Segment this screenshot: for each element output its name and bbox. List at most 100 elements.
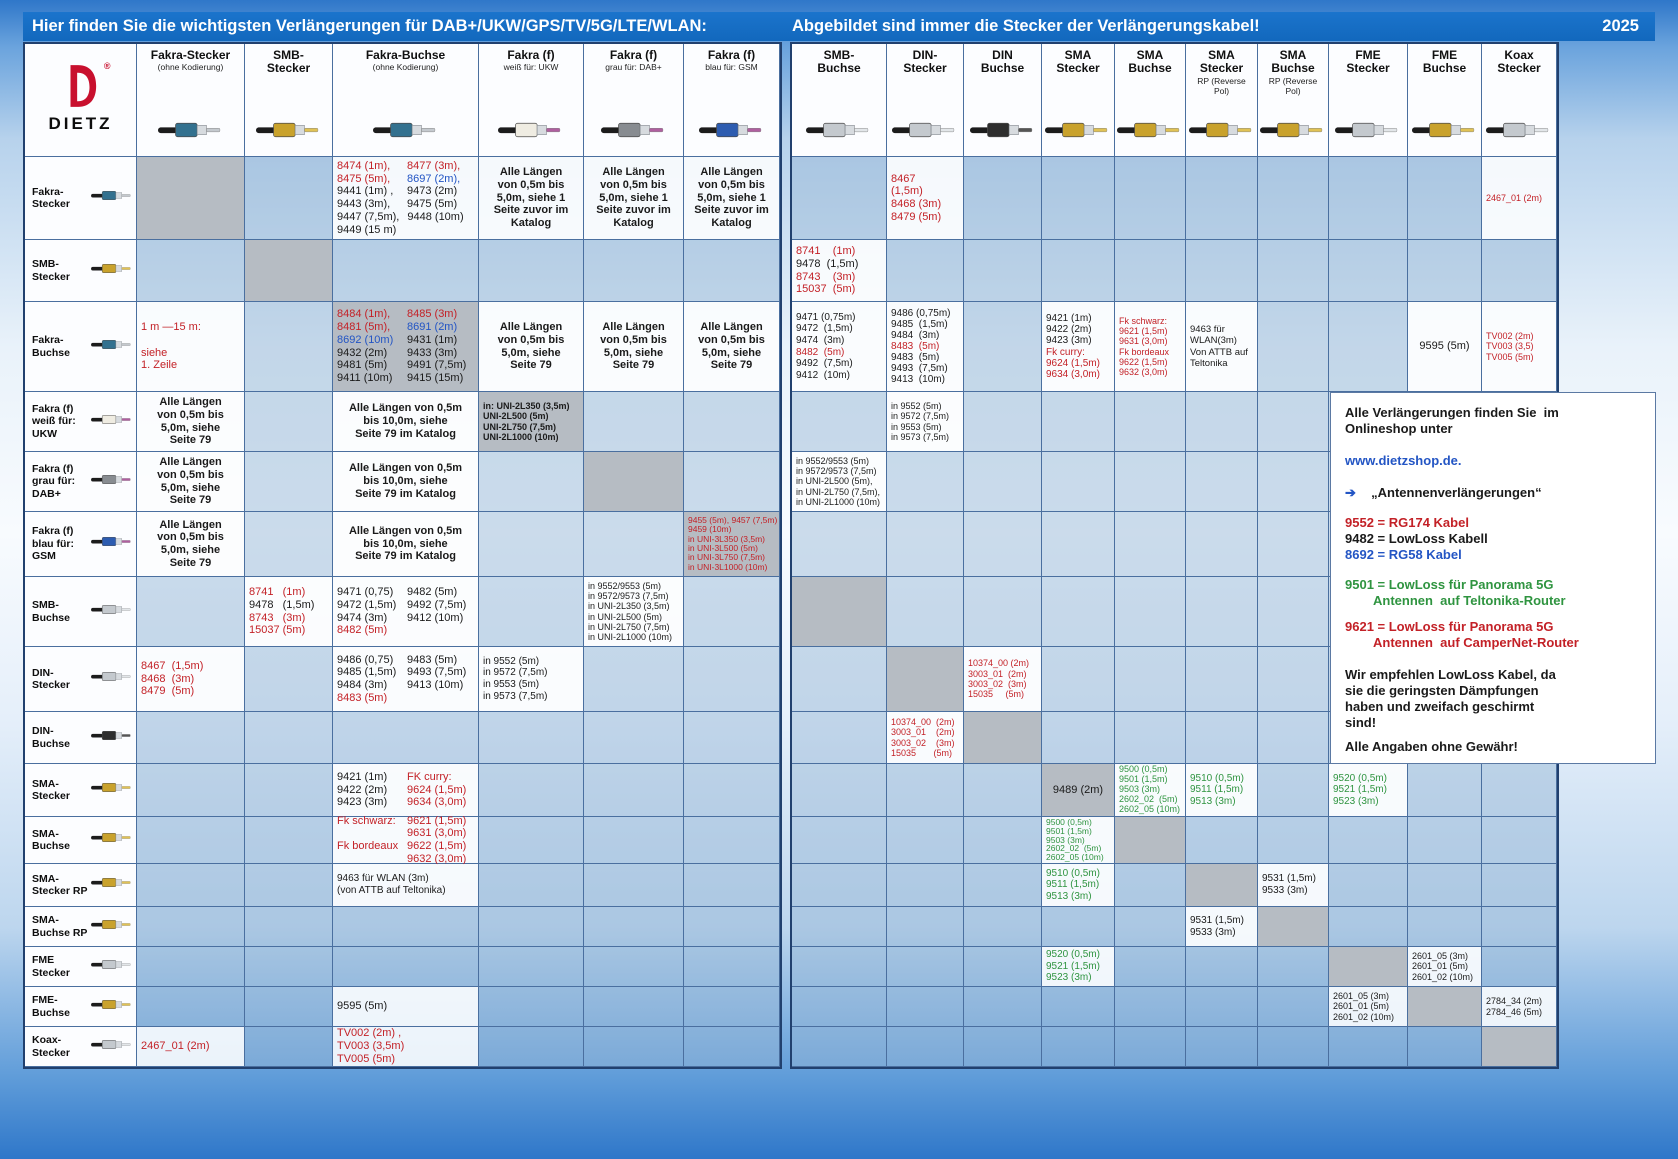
header-left-title: Hier finden Sie die wichtigsten Verlänge…	[32, 17, 707, 36]
cell-sma-stecker-fakra-weiss	[479, 764, 584, 817]
col-header-sma-buchse: SMA Buchse	[1115, 44, 1186, 157]
col-header-fakra-weiss: Fakra (f)weiß für: UKW	[479, 44, 584, 157]
cell-din-stecker-sma-stecker-rp	[1186, 647, 1258, 712]
cell-fakra-stecker-sma-stecker-rp	[1186, 157, 1258, 240]
cell-fakra-weiss-sma-buchse	[1115, 392, 1186, 452]
cell-smb-buchse-smb-stecker: 8741 (1m)9478 (1,5m)8743 (3m)15037 (5m)	[245, 577, 333, 647]
cell-fakra-blau-sma-buchse-rp	[1258, 512, 1329, 577]
cell-fme-stecker-din-buchse	[964, 947, 1042, 987]
cell-fakra-stecker-fakra-stecker	[137, 157, 245, 240]
row-label: Fakra (f) weiß für: UKW	[32, 403, 88, 440]
table-row-sma-stecker-rp: SMA- Stecker RP9463 für WLAN (3m)(von AT…	[25, 864, 780, 907]
cell-din-buchse-fakra-stecker	[137, 712, 245, 764]
cell-smb-stecker-fakra-weiss	[479, 240, 584, 302]
info-line: 8692 = RG58 Kabel	[1345, 547, 1643, 563]
column-header-row: SMB- BuchseDIN- SteckerDIN BuchseSMA Ste…	[792, 44, 1557, 157]
col-title: SMB- Buchse	[817, 49, 860, 76]
cell-fakra-grau-smb-stecker	[245, 452, 333, 512]
cell-sma-stecker-fakra-grau	[584, 764, 684, 817]
col-header-fakra-buchse: Fakra-Buchse(ohne Kodierung)	[333, 44, 479, 157]
sma-stecker-rp-row-connector-icon	[91, 874, 133, 896]
cell-fme-buchse-fakra-blau	[684, 987, 780, 1027]
cell-fakra-buchse-din-buchse	[964, 302, 1042, 392]
cell-fme-buchse-fakra-stecker	[137, 987, 245, 1027]
cell-fakra-buchse-fakra-grau: Alle Längenvon 0,5m bis5,0m, sieheSeite …	[584, 302, 684, 392]
cell-sma-stecker-rp-sma-stecker-rp	[1186, 864, 1258, 907]
cell-fakra-grau-sma-stecker	[1042, 452, 1115, 512]
cell-fme-buchse-sma-stecker	[1042, 987, 1115, 1027]
dietzshop-link[interactable]: www.dietzshop.de.	[1345, 453, 1643, 469]
cell-fakra-stecker-fakra-weiss: Alle Längenvon 0,5m bis5,0m, siehe 1Seit…	[479, 157, 584, 240]
cell-koax-stecker-fme-buchse	[1408, 1027, 1482, 1067]
col-title: DIN Buchse	[981, 49, 1024, 76]
col-title: Fakra (f)	[708, 49, 755, 62]
info-line: Alle Angaben ohne Gewähr!	[1345, 739, 1643, 755]
cell-fme-stecker-fakra-blau	[684, 947, 780, 987]
column-header-row: ®DIETZFakra-Stecker(ohne Kodierung)SMB- …	[25, 44, 780, 157]
cell-fakra-grau-sma-buchse	[1115, 452, 1186, 512]
koax-stecker-row-connector-icon	[91, 1036, 133, 1058]
col-subtitle: RP (Reverse Pol)	[1269, 77, 1318, 97]
cell-sma-stecker-rp-sma-buchse	[1115, 864, 1186, 907]
info-line: sind!	[1345, 715, 1643, 731]
row-header-smb-stecker: SMB- Stecker	[25, 240, 137, 302]
cell-smb-buchse-fakra-buchse: 9471 (0,75)9482 (5m)9472 (1,5m)9492 (7,5…	[333, 577, 479, 647]
cell-fakra-weiss-sma-stecker-rp	[1186, 392, 1258, 452]
cell-din-stecker-sma-buchse	[1115, 647, 1186, 712]
cell-fme-stecker-smb-stecker	[245, 947, 333, 987]
cell-sma-buchse-koax-stecker	[1482, 817, 1557, 864]
table-row-fme-stecker: 9520 (0,5m)9521 (1,5m)9523 (3m)2601_05 (…	[792, 947, 1557, 987]
col-header-sma-stecker-rp: SMA SteckerRP (Reverse Pol)	[1186, 44, 1258, 157]
din-buchse-connector-icon	[970, 116, 1036, 149]
cell-sma-buchse-fakra-blau	[684, 817, 780, 864]
cell-koax-stecker-sma-buchse	[1115, 1027, 1186, 1067]
cell-fakra-blau-fakra-stecker: Alle Längenvon 0,5m bis5,0m, sieheSeite …	[137, 512, 245, 577]
cell-fme-stecker-fakra-grau	[584, 947, 684, 987]
row-header-koax-stecker: Koax- Stecker	[25, 1027, 137, 1067]
fme-stecker-connector-icon	[1335, 116, 1401, 149]
row-label: SMB- Stecker	[32, 258, 88, 283]
cell-smb-buchse-din-stecker	[887, 577, 964, 647]
cell-fakra-blau-sma-stecker-rp	[1186, 512, 1258, 577]
cell-smb-stecker-sma-stecker-rp	[1186, 240, 1258, 302]
cell-fakra-buchse-fakra-buchse: 8484 (1m),8485 (3m)8481 (5m),8691 (2m)86…	[333, 302, 479, 392]
cell-sma-stecker-rp-fakra-weiss	[479, 864, 584, 907]
col-title: Koax Stecker	[1497, 49, 1540, 76]
cell-din-stecker-smb-stecker	[245, 647, 333, 712]
table-row-sma-buchse-rp: 9531 (1,5m)9533 (3m)	[792, 907, 1557, 947]
cell-din-buchse-sma-stecker-rp	[1186, 712, 1258, 764]
fme-buchse-row-connector-icon	[91, 996, 133, 1018]
row-label: FME- Buchse	[32, 994, 88, 1019]
din-stecker-connector-icon	[892, 116, 958, 149]
cell-fakra-blau-smb-stecker	[245, 512, 333, 577]
cell-koax-stecker-fakra-buchse: TV002 (2m) ,TV003 (3,5m)TV005 (5m)	[333, 1027, 479, 1067]
cell-fakra-grau-din-stecker	[887, 452, 964, 512]
cell-smb-stecker-fakra-stecker	[137, 240, 245, 302]
cell-fakra-buchse-fakra-weiss: Alle Längenvon 0,5m bis5,0m, sieheSeite …	[479, 302, 584, 392]
cell-sma-buchse-rp-sma-stecker-rp: 9531 (1,5m)9533 (3m)	[1186, 907, 1258, 947]
col-title: Fakra (f)	[507, 49, 554, 62]
cell-sma-stecker-rp-smb-stecker	[245, 864, 333, 907]
cell-fakra-grau-fakra-stecker: Alle Längenvon 0,5m bis5,0m, sieheSeite …	[137, 452, 245, 512]
cell-smb-stecker-fakra-buchse	[333, 240, 479, 302]
col-header-fakra-grau: Fakra (f)grau für: DAB+	[584, 44, 684, 157]
cell-fakra-blau-fakra-buchse: Alle Längen von 0,5mbis 10,0m, sieheSeit…	[333, 512, 479, 577]
cell-din-stecker-din-stecker	[887, 647, 964, 712]
cell-sma-stecker-fme-stecker: 9520 (0,5m)9521 (1,5m)9523 (3m)	[1329, 764, 1408, 817]
fakra-buchse-row-connector-icon	[91, 336, 133, 358]
cell-fakra-stecker-fakra-blau: Alle Längenvon 0,5m bis5,0m, siehe 1Seit…	[684, 157, 780, 240]
row-label: Fakra (f) grau für: DAB+	[32, 463, 88, 500]
cell-fakra-weiss-sma-buchse-rp	[1258, 392, 1329, 452]
cell-din-stecker-din-buchse: 10374_00 (2m)3003_01 (2m)3003_02 (3m)150…	[964, 647, 1042, 712]
cell-smb-stecker-fakra-grau	[584, 240, 684, 302]
cell-din-stecker-fakra-stecker: 8467 (1,5m)8468 (3m)8479 (5m)	[137, 647, 245, 712]
cell-sma-stecker-rp-fakra-buchse: 9463 für WLAN (3m)(von ATTB auf Teltonik…	[333, 864, 479, 907]
cell-koax-stecker-fakra-blau	[684, 1027, 780, 1067]
row-label: Fakra- Buchse	[32, 334, 88, 359]
cell-koax-stecker-sma-stecker-rp	[1186, 1027, 1258, 1067]
cell-fme-stecker-fakra-buchse	[333, 947, 479, 987]
cell-fakra-buchse-sma-stecker-rp: 9463 fürWLAN(3m)Von ATTB aufTeltonika	[1186, 302, 1258, 392]
header-bar: Hier finden Sie die wichtigsten Verlänge…	[23, 12, 1655, 41]
cell-sma-buchse-rp-sma-buchse	[1115, 907, 1186, 947]
cell-sma-stecker-sma-buchse-rp	[1258, 764, 1329, 817]
